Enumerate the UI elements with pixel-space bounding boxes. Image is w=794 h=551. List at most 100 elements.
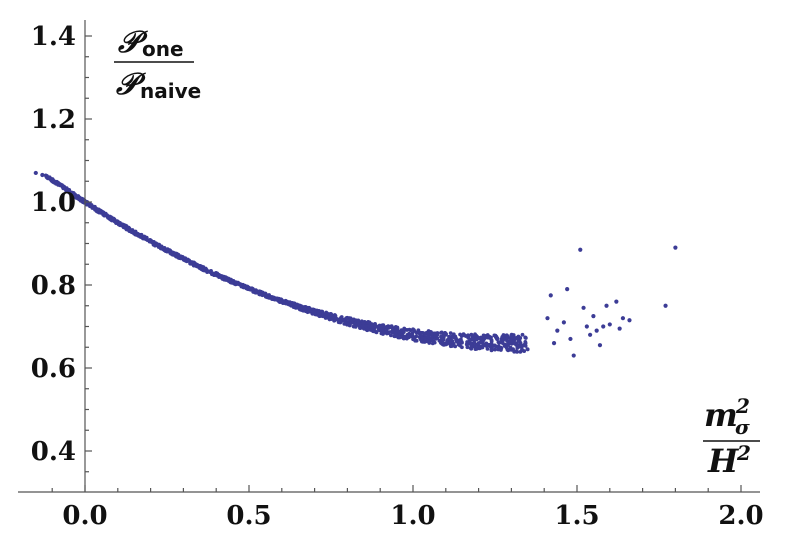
- data-point: [388, 325, 393, 330]
- data-point: [458, 343, 462, 348]
- data-point: [435, 331, 440, 335]
- data-point: [205, 268, 209, 273]
- data-point: [242, 284, 247, 289]
- y-tick-label: 1.0: [31, 188, 76, 218]
- data-point: [578, 247, 583, 252]
- data-point: [393, 325, 398, 329]
- data-point: [495, 336, 499, 341]
- y-label-den-sub: naive: [140, 79, 201, 103]
- data-point: [373, 329, 378, 334]
- data-point: [402, 336, 406, 341]
- data-point: [525, 347, 530, 352]
- x-tick-label: 0.5: [226, 501, 271, 531]
- data-point: [93, 206, 98, 211]
- data-point: [289, 303, 294, 308]
- data-point: [426, 334, 431, 338]
- data-point: [329, 312, 334, 317]
- data-point: [477, 345, 482, 349]
- data-point: [129, 230, 134, 235]
- data-point: [415, 329, 420, 334]
- data-point: [472, 340, 477, 345]
- data-point: [420, 338, 425, 343]
- data-point: [551, 341, 557, 346]
- data-point: [40, 172, 45, 178]
- data-point: [320, 309, 325, 314]
- data-point: [497, 340, 502, 345]
- data-point: [399, 328, 404, 333]
- data-point: [489, 338, 494, 343]
- data-point: [663, 303, 668, 308]
- x-label-den-sup: 2: [736, 441, 751, 465]
- x-tick-label: 0.0: [62, 501, 107, 531]
- data-point: [33, 170, 38, 176]
- data-point: [441, 333, 446, 338]
- data-point: [133, 230, 137, 235]
- data-point: [368, 328, 373, 332]
- data-point: [673, 245, 678, 250]
- x-ticks: 0.0 0.5 1.0 1.5 2.0: [51, 485, 764, 531]
- x-label-den-base: H: [707, 442, 740, 480]
- data-point: [307, 309, 312, 314]
- data-point: [588, 332, 593, 337]
- data-point: [379, 327, 384, 332]
- data-point: [237, 282, 242, 287]
- data-point: [384, 325, 389, 330]
- data-point: [395, 333, 399, 338]
- y-tick-label: 0.4: [31, 437, 76, 467]
- data-point: [459, 334, 464, 338]
- data-point: [124, 224, 129, 229]
- y-axis-label: 𝒫 one 𝒫 naive: [114, 25, 201, 103]
- data-point: [227, 278, 231, 283]
- data-point: [383, 329, 388, 334]
- data-point: [346, 322, 351, 327]
- data-point: [66, 189, 71, 194]
- data-point: [142, 235, 147, 240]
- data-point: [591, 314, 596, 319]
- data-point: [448, 340, 452, 345]
- data-point: [545, 316, 550, 321]
- data-point: [86, 202, 91, 206]
- data-point: [55, 181, 60, 186]
- data-point: [568, 336, 573, 342]
- data-point: [478, 340, 483, 345]
- data-point: [274, 297, 279, 302]
- data-point: [320, 314, 325, 319]
- data-point: [389, 333, 393, 338]
- data-point: [450, 344, 455, 348]
- data-point: [414, 334, 419, 339]
- data-point: [179, 254, 183, 259]
- data-point: [620, 316, 626, 321]
- data-point: [407, 327, 412, 332]
- data-point: [493, 347, 497, 352]
- data-point: [373, 321, 377, 326]
- data-point: [61, 186, 66, 191]
- data-point: [448, 331, 453, 336]
- data-point: [409, 334, 414, 339]
- data-point: [111, 216, 116, 221]
- data-point: [485, 346, 490, 351]
- data-point: [469, 332, 474, 337]
- data-point: [581, 305, 586, 310]
- data-point: [271, 295, 276, 300]
- data-point: [479, 335, 483, 340]
- data-point: [411, 337, 415, 342]
- data-point: [481, 338, 486, 343]
- data-point: [249, 286, 254, 291]
- data-point: [160, 245, 164, 250]
- data-point: [520, 332, 525, 337]
- data-point: [312, 309, 317, 313]
- data-point: [292, 301, 297, 306]
- data-point: [419, 331, 423, 335]
- data-point: [498, 346, 502, 350]
- data-point: [469, 346, 474, 351]
- data-point: [523, 339, 528, 344]
- data-point: [487, 342, 491, 347]
- data-point: [614, 299, 619, 304]
- data-point: [342, 321, 347, 326]
- data-point: [338, 319, 343, 323]
- data-point: [523, 344, 528, 348]
- data-point: [427, 341, 432, 345]
- data-point: [261, 292, 266, 297]
- data-point: [285, 299, 290, 304]
